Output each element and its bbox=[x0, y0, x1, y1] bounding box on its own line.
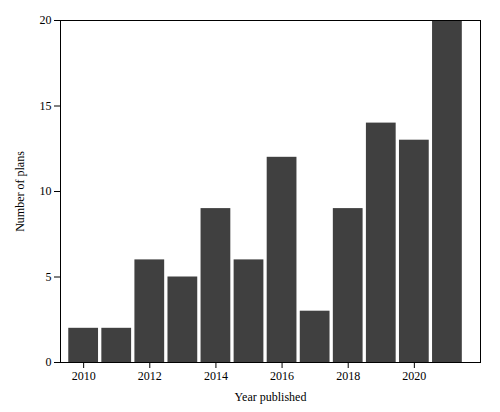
svg-text:2012: 2012 bbox=[138, 369, 162, 383]
svg-text:Year published: Year published bbox=[235, 390, 307, 404]
svg-text:2020: 2020 bbox=[402, 369, 426, 383]
svg-text:Number of plans: Number of plans bbox=[13, 151, 27, 232]
svg-text:10: 10 bbox=[40, 184, 52, 198]
svg-text:2016: 2016 bbox=[270, 369, 294, 383]
svg-text:20: 20 bbox=[40, 13, 52, 27]
svg-text:2018: 2018 bbox=[336, 369, 360, 383]
svg-text:15: 15 bbox=[40, 99, 52, 113]
svg-text:0: 0 bbox=[46, 355, 52, 369]
svg-text:5: 5 bbox=[46, 270, 52, 284]
svg-text:2010: 2010 bbox=[72, 369, 96, 383]
svg-text:2014: 2014 bbox=[204, 369, 228, 383]
